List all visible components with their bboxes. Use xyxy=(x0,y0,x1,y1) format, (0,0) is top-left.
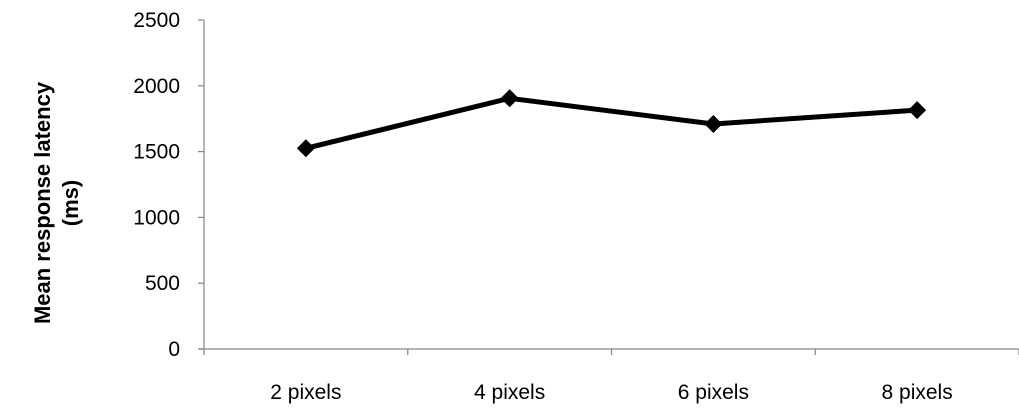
x-tick-label: 2 pixels xyxy=(270,381,341,404)
x-tick-label: 8 pixels xyxy=(882,381,953,404)
y-axis-title: Mean response latency (ms) xyxy=(30,81,83,324)
data-point-marker xyxy=(908,101,927,120)
y-tick-label: 2000 xyxy=(133,75,180,98)
x-tick-label: 6 pixels xyxy=(678,381,749,404)
y-tick-label: 0 xyxy=(168,338,180,361)
x-ticks: 2 pixels 4 pixels 6 pixels 8 pixels xyxy=(203,349,1019,404)
axes xyxy=(198,20,1019,350)
data-point-marker xyxy=(500,89,519,108)
y-tick-label: 2500 xyxy=(133,9,180,32)
data-point-marker xyxy=(296,139,315,158)
y-axis-title-line-2: (ms) xyxy=(58,180,83,226)
series-layer xyxy=(296,89,927,158)
data-point-marker xyxy=(704,114,723,133)
y-tick-label: 1000 xyxy=(133,206,180,229)
series-line xyxy=(305,95,918,151)
y-axis-title-line-1: Mean response latency xyxy=(30,81,55,324)
x-tick-label: 4 pixels xyxy=(474,381,545,404)
y-tick-label: 500 xyxy=(145,272,180,295)
y-ticks: 0 500 1000 1500 2000 2500 xyxy=(133,9,204,361)
y-tick-label: 1500 xyxy=(133,141,180,164)
